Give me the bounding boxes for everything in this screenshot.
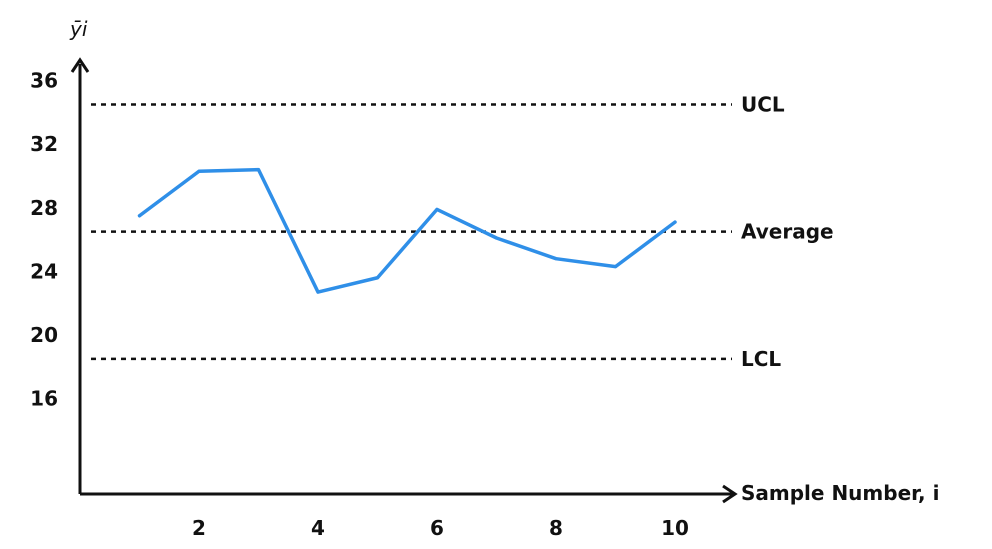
lcl-label: LCL	[741, 347, 781, 371]
average-label: Average	[741, 220, 834, 244]
y-tick-label: 20	[30, 323, 58, 347]
data-point	[138, 214, 141, 218]
y-axis-label: ȳi	[69, 17, 88, 41]
data-point	[673, 220, 677, 224]
data-point	[197, 169, 201, 173]
x-tick-label: 2	[192, 516, 206, 540]
data-point	[554, 257, 558, 261]
data-point	[316, 290, 320, 294]
series-line	[137, 167, 677, 294]
data-point	[495, 236, 498, 240]
y-tick-label: 36	[30, 69, 58, 93]
y-tick-label: 28	[30, 196, 58, 220]
data-point	[435, 207, 439, 211]
data-point	[376, 276, 379, 280]
x-tick-label: 4	[311, 516, 325, 540]
ucl-label: UCL	[741, 92, 785, 116]
x-axis-label: Sample Number, i	[741, 481, 939, 505]
x-axis-arrow	[722, 484, 738, 504]
data-point	[614, 265, 617, 269]
x-tick-label: 10	[661, 516, 689, 540]
y-tick-label: 24	[30, 259, 58, 283]
x-tick-label: 6	[430, 516, 444, 540]
x-tick-label: 8	[549, 516, 563, 540]
y-tick-label: 32	[30, 132, 58, 156]
y-tick-label: 16	[30, 387, 58, 411]
data-point	[257, 168, 260, 172]
y-axis-arrow	[70, 57, 90, 73]
